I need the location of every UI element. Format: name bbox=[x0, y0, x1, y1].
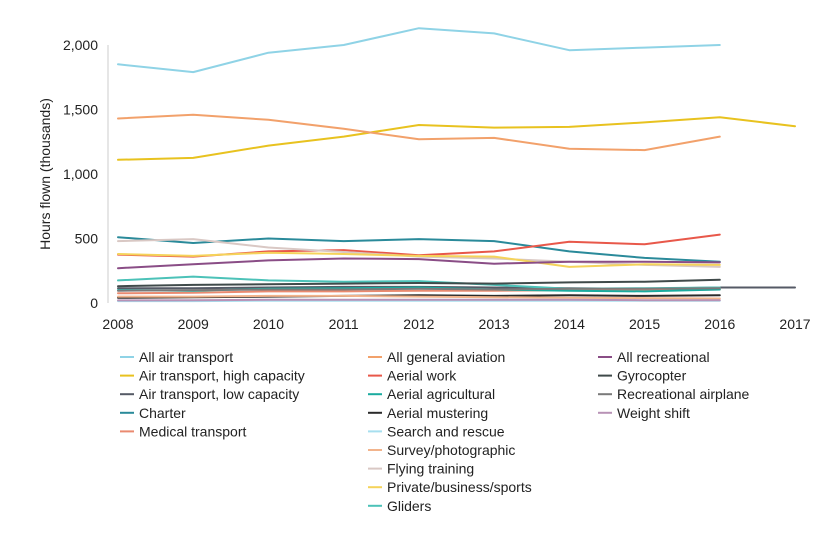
y-axis-title: Hours flown (thousands) bbox=[37, 98, 53, 250]
y-tick-label: 500 bbox=[75, 231, 99, 247]
legend-item: Air transport, high capacity bbox=[120, 368, 305, 384]
legend-label: All air transport bbox=[139, 349, 233, 365]
plot-area bbox=[118, 28, 795, 301]
x-tick-label: 2014 bbox=[554, 316, 585, 332]
legend-item: Private/business/sports bbox=[368, 479, 532, 495]
series-line bbox=[118, 235, 720, 257]
legend-label: Medical transport bbox=[139, 423, 246, 439]
legend-label: Gliders bbox=[387, 498, 431, 514]
x-tick-label: 2011 bbox=[329, 316, 359, 332]
legend-item: All general aviation bbox=[368, 349, 505, 365]
legend-label: Weight shift bbox=[617, 405, 690, 421]
x-tick-label: 2015 bbox=[629, 316, 660, 332]
legend-label: Aerial work bbox=[387, 368, 457, 384]
y-tick-label: 1,500 bbox=[63, 102, 98, 118]
legend-item: Flying training bbox=[368, 461, 474, 477]
y-tick-label: 2,000 bbox=[63, 37, 98, 53]
x-tick-label: 2009 bbox=[178, 316, 209, 332]
x-tick-label: 2013 bbox=[479, 316, 510, 332]
x-tick-label: 2017 bbox=[779, 316, 810, 332]
legend-item: Gyrocopter bbox=[598, 368, 687, 384]
legend-item: Survey/photographic bbox=[368, 442, 515, 458]
legend-item: All recreational bbox=[598, 349, 710, 365]
legend-label: All recreational bbox=[617, 349, 710, 365]
legend-label: Aerial agricultural bbox=[387, 386, 495, 402]
legend: All air transport Air transport, high cap… bbox=[120, 349, 750, 514]
legend-label: All general aviation bbox=[387, 349, 505, 365]
legend-label: Gyrocopter bbox=[617, 368, 687, 384]
legend-label: Air transport, high capacity bbox=[139, 368, 305, 384]
x-tick-label: 2016 bbox=[704, 316, 735, 332]
x-tick-label: 2012 bbox=[403, 316, 434, 332]
legend-label: Flying training bbox=[387, 461, 474, 477]
legend-label: Search and rescue bbox=[387, 423, 505, 439]
legend-label: Charter bbox=[139, 405, 186, 421]
legend-item: Recreational airplane bbox=[598, 386, 750, 402]
legend-item: Air transport, low capacity bbox=[120, 386, 299, 402]
legend-label: Aerial mustering bbox=[387, 405, 488, 421]
legend-item: Aerial agricultural bbox=[368, 386, 495, 402]
legend-label: Survey/photographic bbox=[387, 442, 515, 458]
y-tick-label: 0 bbox=[90, 295, 98, 311]
series-line bbox=[118, 115, 720, 150]
legend-item: Aerial mustering bbox=[368, 405, 488, 421]
x-tick-label: 2010 bbox=[253, 316, 284, 332]
legend-label: Air transport, low capacity bbox=[139, 386, 299, 402]
legend-item: Medical transport bbox=[120, 423, 246, 439]
legend-item: All air transport bbox=[120, 349, 233, 365]
series-line bbox=[118, 300, 720, 301]
legend-label: Recreational airplane bbox=[617, 386, 750, 402]
legend-item: Weight shift bbox=[598, 405, 690, 421]
legend-label: Private/business/sports bbox=[387, 479, 532, 495]
legend-item: Gliders bbox=[368, 498, 431, 514]
legend-item: Search and rescue bbox=[368, 423, 505, 439]
series-line bbox=[118, 28, 720, 72]
y-tick-label: 1,000 bbox=[63, 166, 98, 182]
legend-item: Aerial work bbox=[368, 368, 457, 384]
x-tick-label: 2008 bbox=[102, 316, 133, 332]
legend-item: Charter bbox=[120, 405, 186, 421]
